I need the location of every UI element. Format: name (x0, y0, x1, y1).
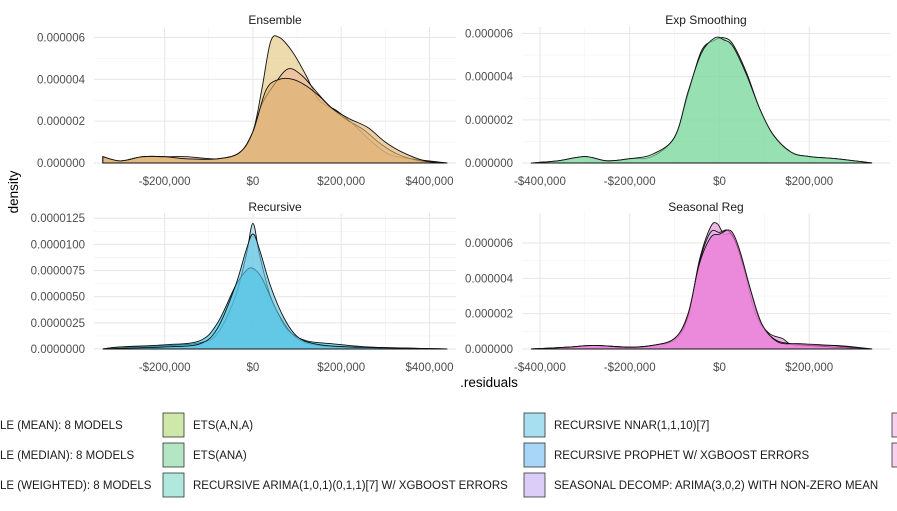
legend-swatch (891, 412, 897, 438)
x-tick-label: $400,000 (406, 362, 454, 374)
y-tick-label: 0.000004 (465, 273, 514, 285)
facet-panel: -$200,000 $0 $200,000 $400,000 0.000000 0.000… (37, 13, 456, 188)
y-axis-label: density (6, 170, 21, 213)
legend-item-label: LE (MEAN): 8 MODELS (0, 420, 123, 432)
y-tick-label: 0.0000075 (31, 266, 85, 278)
y-tick-label: 0.0000125 (31, 213, 85, 225)
x-tick-label: $0 (247, 176, 260, 188)
facet-title: Recursive (248, 200, 302, 214)
y-tick-label: 0.0000050 (31, 292, 85, 304)
legend-item-label: LE (MEDIAN): 8 MODELS (0, 450, 135, 462)
legend-swatch (162, 412, 185, 438)
y-tick-label: 0.0000025 (31, 318, 85, 330)
legend-swatch (523, 412, 546, 438)
legend-swatch (891, 442, 897, 468)
y-tick-label: 0.0000100 (31, 239, 85, 251)
x-tick-label: $200,000 (785, 362, 833, 374)
y-tick-label: 0.000000 (465, 158, 513, 170)
y-tick-label: 0.0000000 (31, 344, 85, 356)
x-tick-label: $0 (713, 362, 726, 374)
y-tick-label: 0.000002 (465, 309, 513, 321)
x-tick-label: $0 (247, 362, 260, 374)
density-area (102, 233, 448, 350)
x-tick-label: -$400,000 (514, 362, 566, 374)
density-area (530, 229, 873, 350)
facet-panel: -$200,000 $0 $200,000 $400,000 0.0000000 0.00… (31, 200, 456, 374)
x-tick-label: $0 (713, 176, 726, 188)
y-tick-label: 0.000002 (465, 115, 513, 127)
facet-panel: -$400,000 -$200,000 $0 $200,000 0.000000 0.00… (465, 200, 890, 374)
x-tick-label: -$400,000 (514, 176, 566, 188)
facet-panel: -$400,000 -$200,000 $0 $200,000 0.000000 0.00… (465, 13, 890, 188)
y-tick-label: 0.000006 (37, 32, 85, 44)
legend-item-label: ETS(ANA) (193, 450, 247, 462)
legend-swatch (162, 472, 185, 498)
x-tick-label: $200,000 (785, 176, 833, 188)
facet-title: Ensemble (248, 13, 302, 27)
facet-title: Exp Smoothing (665, 13, 746, 27)
x-tick-label: $200,000 (317, 176, 365, 188)
x-tick-label: -$200,000 (139, 362, 191, 374)
legend-item-label: RECURSIVE NNAR(1,1,10)[7] (554, 420, 709, 432)
x-tick-label: -$200,000 (604, 176, 656, 188)
density-area (102, 77, 448, 164)
facet-title: Seasonal Reg (668, 200, 743, 214)
legend-swatch (523, 442, 546, 468)
legend: LE (MEAN): 8 MODELS LE (MEDIAN): 8 MODELS… (0, 412, 897, 498)
legend-item-label: SEASONAL DECOMP: ARIMA(3,0,2) WITH NON-Z… (554, 480, 878, 492)
y-tick-label: 0.000006 (465, 28, 513, 40)
y-tick-label: 0.000004 (465, 72, 514, 84)
density-area (530, 36, 873, 164)
legend-swatch (523, 472, 546, 498)
x-tick-label: $200,000 (317, 362, 365, 374)
y-tick-label: 0.000000 (37, 158, 85, 170)
x-axis-label: .residuals (460, 375, 518, 390)
x-tick-label: -$200,000 (604, 362, 656, 374)
x-tick-label: -$200,000 (139, 176, 191, 188)
legend-item-label: RECURSIVE PROPHET W/ XGBOOST ERRORS (554, 450, 810, 462)
legend-item-label: RECURSIVE ARIMA(1,0,1)(0,1,1)[7] W/ XGBO… (193, 480, 508, 492)
y-tick-label: 0.000004 (37, 74, 86, 86)
y-tick-label: 0.000000 (465, 344, 513, 356)
legend-swatch (162, 442, 185, 468)
legend-item-label: ETS(A,N,A) (193, 420, 253, 432)
y-tick-label: 0.000002 (37, 116, 85, 128)
y-tick-label: 0.000006 (465, 238, 513, 250)
legend-item-label: LE (WEIGHTED): 8 MODELS (0, 480, 152, 492)
x-tick-label: $400,000 (406, 176, 454, 188)
